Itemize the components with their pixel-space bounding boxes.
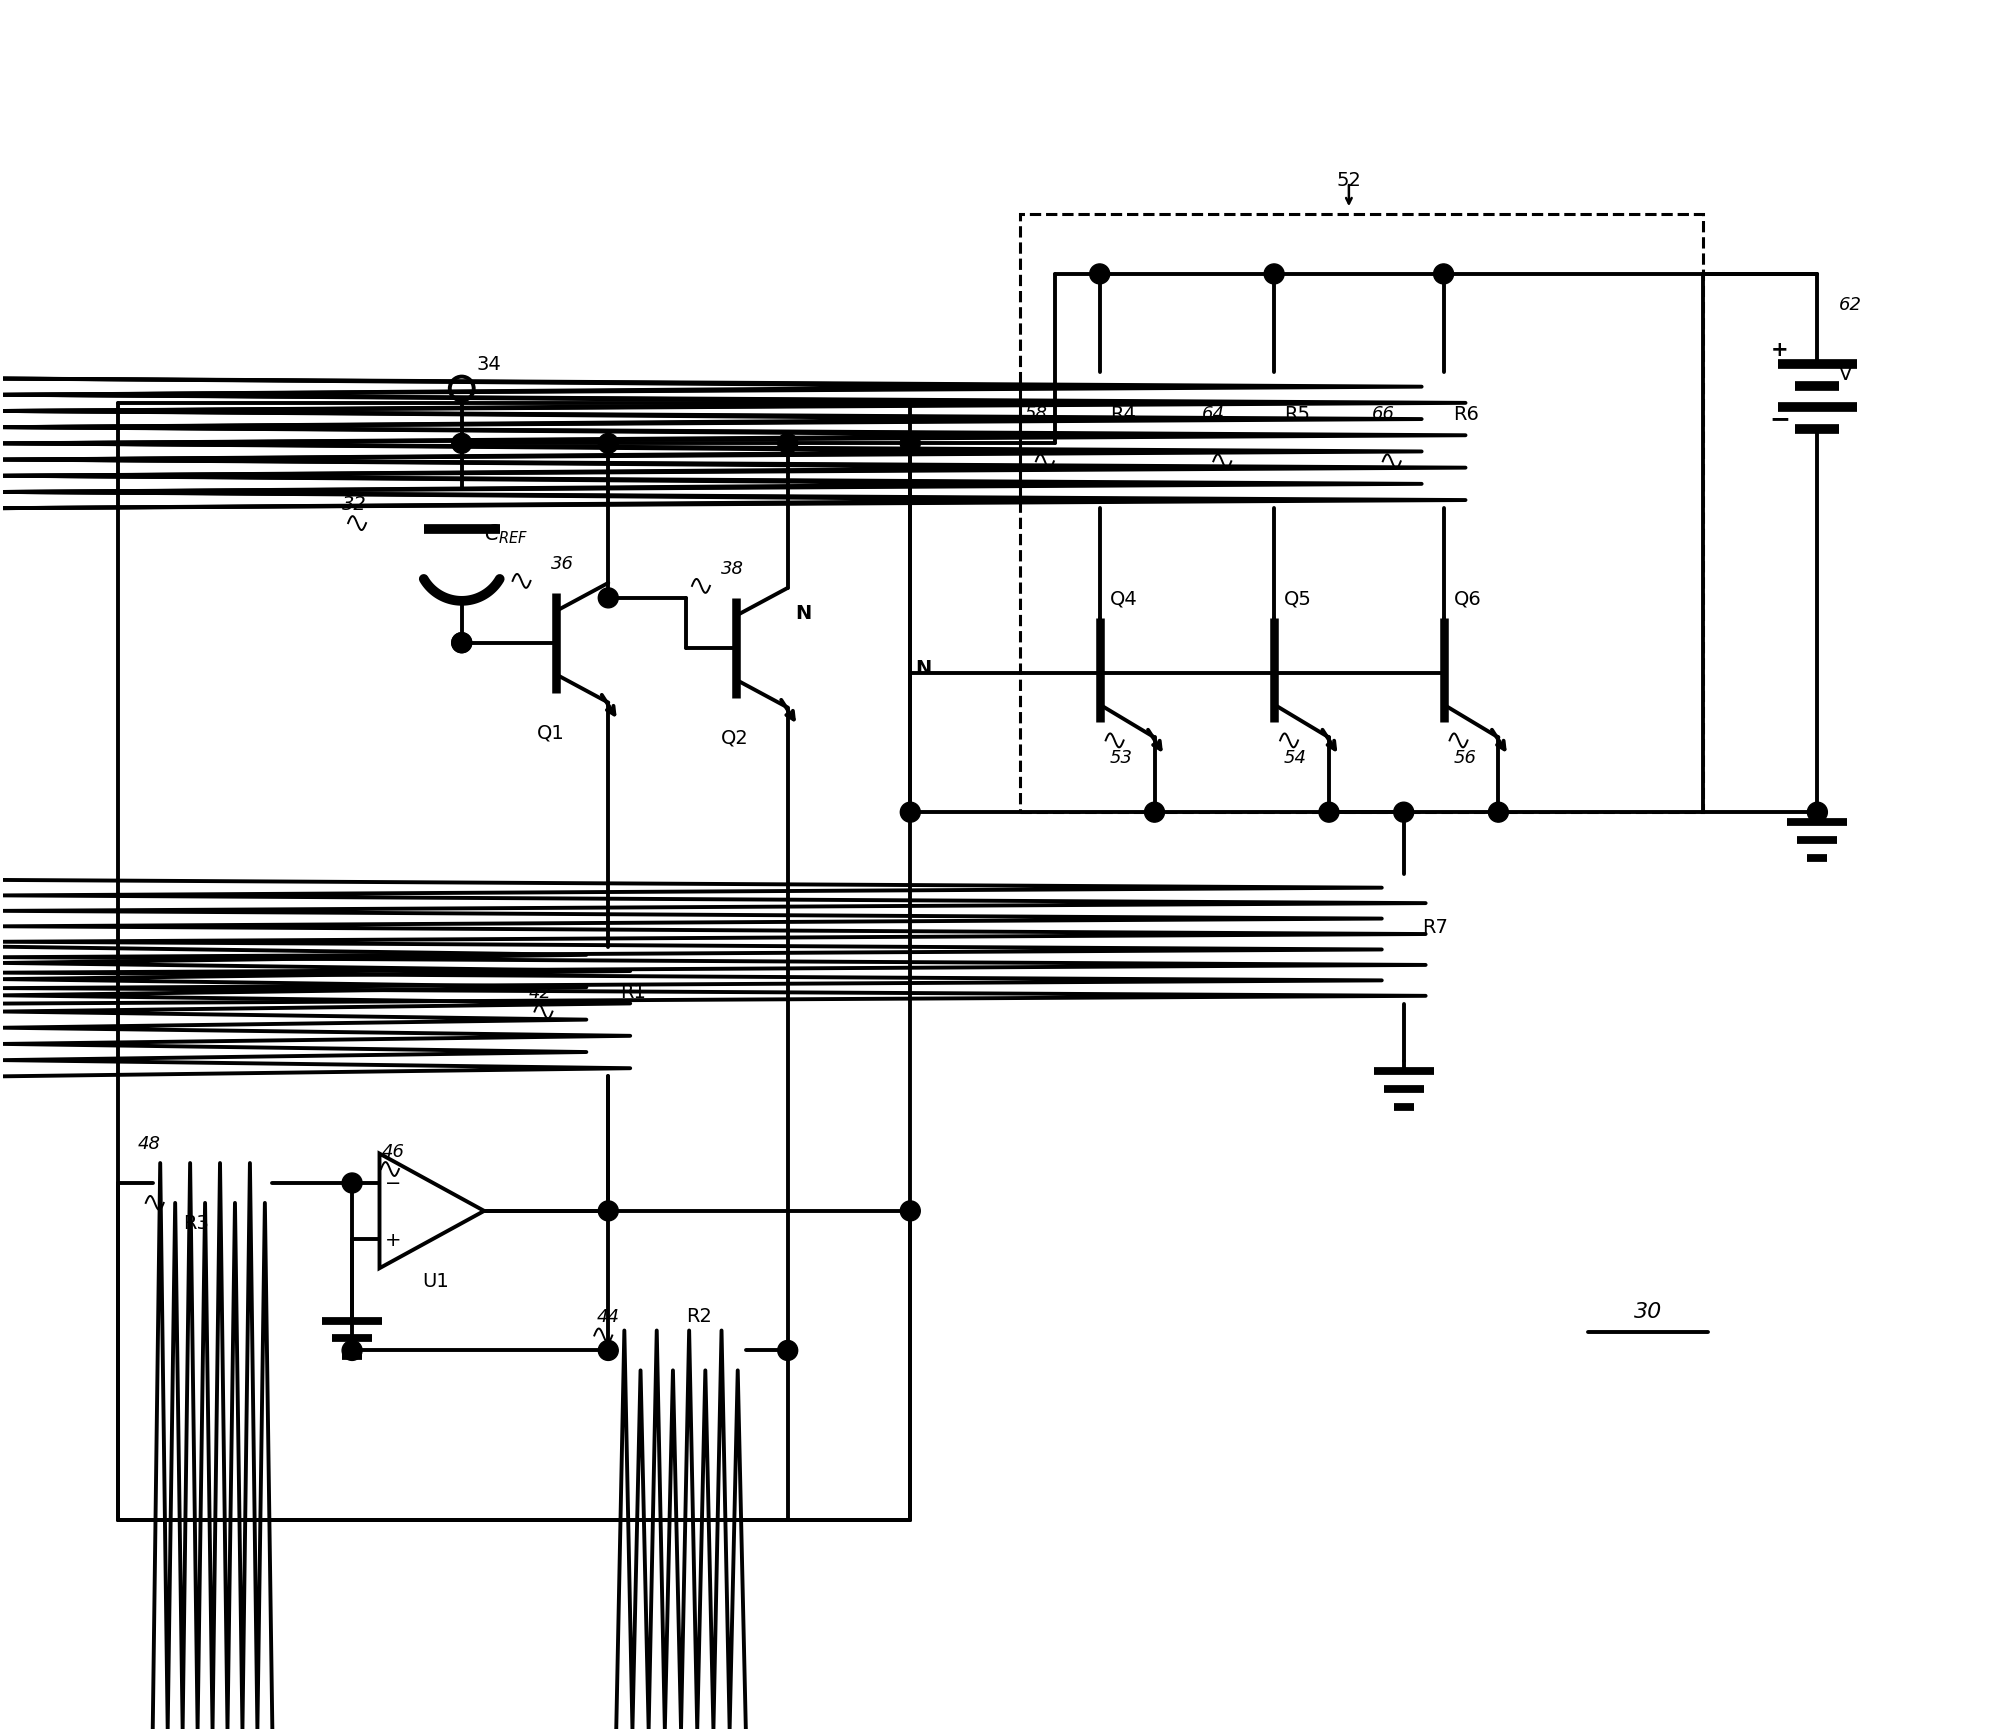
Circle shape — [900, 802, 920, 823]
Text: 46: 46 — [381, 1143, 405, 1160]
Text: 64: 64 — [1201, 405, 1225, 423]
Text: R4: R4 — [1109, 405, 1135, 424]
Text: R1: R1 — [620, 982, 646, 1001]
Circle shape — [451, 634, 471, 653]
Text: N: N — [914, 658, 930, 677]
Circle shape — [597, 435, 618, 454]
Text: 38: 38 — [720, 559, 744, 578]
Circle shape — [1488, 802, 1508, 823]
Text: Q5: Q5 — [1283, 589, 1311, 608]
Circle shape — [597, 589, 618, 608]
Text: +: + — [1770, 339, 1786, 360]
Text: 44: 44 — [595, 1308, 620, 1325]
Text: 36: 36 — [551, 554, 573, 573]
Text: R5: R5 — [1283, 405, 1309, 424]
Circle shape — [778, 1341, 798, 1361]
Circle shape — [343, 1173, 361, 1193]
Text: R7: R7 — [1422, 918, 1448, 937]
Circle shape — [778, 435, 798, 454]
Bar — [1019, 215, 1702, 812]
Text: 58: 58 — [1025, 405, 1047, 423]
Circle shape — [900, 1202, 920, 1221]
Text: Q6: Q6 — [1454, 589, 1480, 608]
Text: 56: 56 — [1454, 748, 1476, 767]
Text: −: − — [1768, 407, 1788, 431]
Circle shape — [1089, 265, 1109, 284]
Text: 48: 48 — [138, 1134, 160, 1152]
Text: 66: 66 — [1371, 405, 1393, 423]
Text: 42: 42 — [527, 984, 551, 1001]
Text: Q2: Q2 — [720, 729, 748, 748]
Circle shape — [597, 1202, 618, 1221]
Text: $\mathit{C}_{REF}$: $\mathit{C}_{REF}$ — [483, 521, 527, 546]
Text: 34: 34 — [477, 355, 501, 374]
Text: Q4: Q4 — [1109, 589, 1137, 608]
Circle shape — [1807, 802, 1827, 823]
Text: N: N — [796, 604, 812, 624]
Text: 32: 32 — [343, 494, 367, 513]
Circle shape — [1263, 265, 1283, 284]
Text: R3: R3 — [182, 1214, 209, 1233]
Circle shape — [451, 435, 471, 454]
Text: +: + — [385, 1230, 401, 1249]
Text: 53: 53 — [1109, 748, 1133, 767]
Circle shape — [1145, 802, 1163, 823]
Text: R2: R2 — [686, 1306, 712, 1325]
Text: R6: R6 — [1454, 405, 1480, 424]
Circle shape — [451, 634, 471, 653]
Text: Q1: Q1 — [535, 724, 563, 743]
Text: 62: 62 — [1839, 296, 1861, 313]
Circle shape — [1434, 265, 1454, 284]
Circle shape — [1319, 802, 1337, 823]
Text: −: − — [385, 1173, 401, 1192]
Circle shape — [597, 1341, 618, 1361]
Circle shape — [343, 1341, 361, 1361]
Text: U1: U1 — [421, 1271, 449, 1290]
Text: 52: 52 — [1335, 171, 1361, 189]
Circle shape — [900, 435, 920, 454]
Text: 54: 54 — [1283, 748, 1307, 767]
Text: 30: 30 — [1632, 1301, 1662, 1322]
Circle shape — [1393, 802, 1414, 823]
Text: V: V — [1839, 365, 1853, 385]
